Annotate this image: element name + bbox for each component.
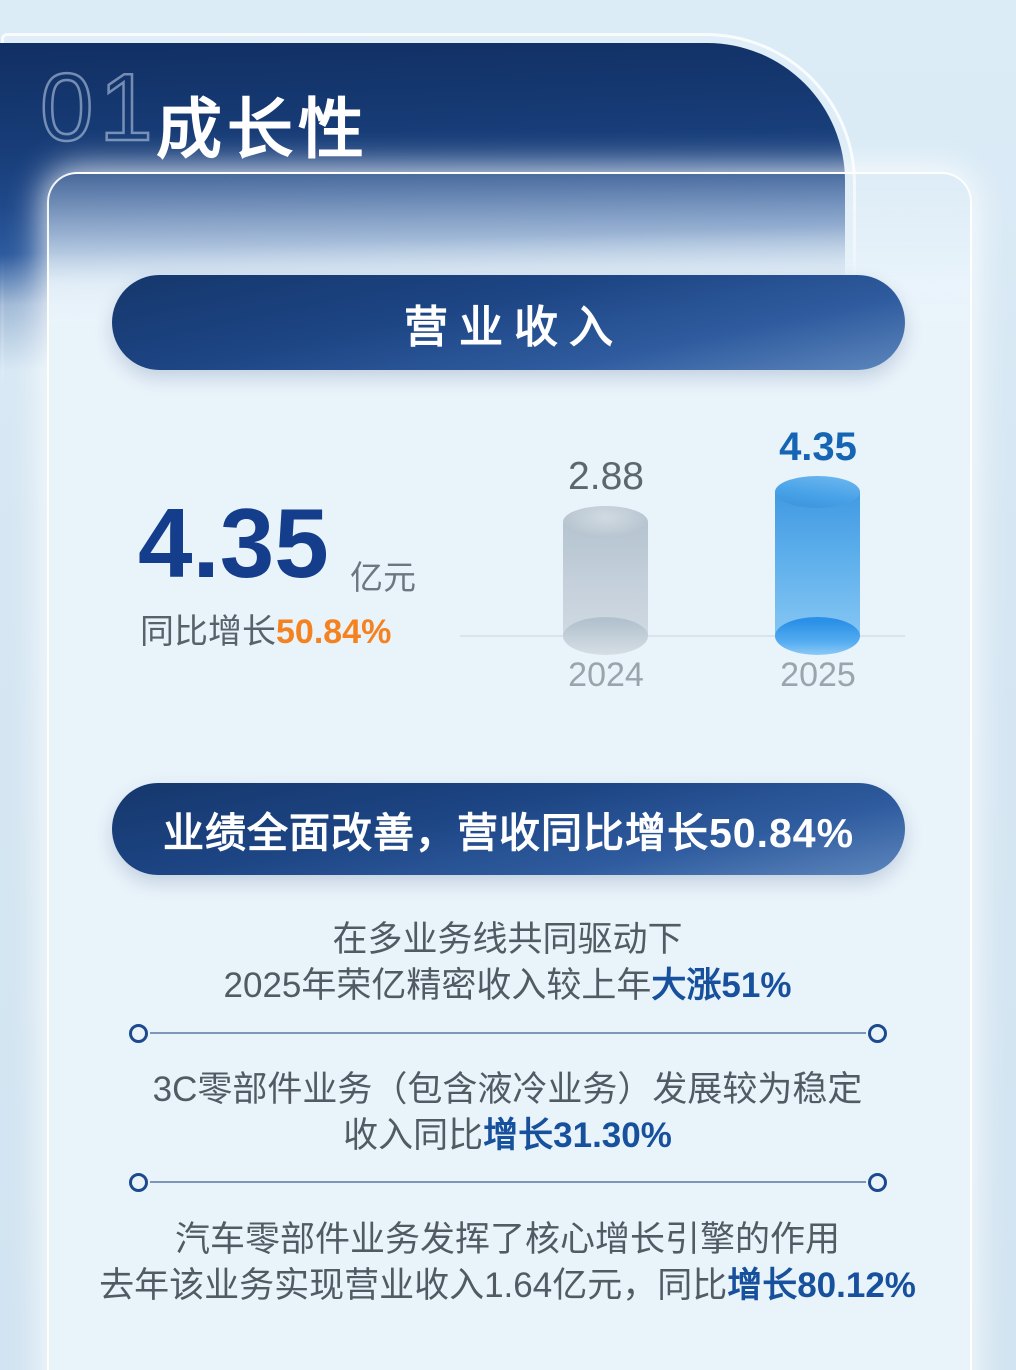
revenue-banner-label: 营业收入 <box>404 302 624 352</box>
divider <box>129 1023 887 1043</box>
divider-endpoint-circle <box>868 1172 887 1192</box>
bar-cylinder-2025-top-cap <box>775 476 860 508</box>
section-line: 汽车零部件业务发挥了核心增长引擎的作用 <box>174 1220 840 1259</box>
divider-endpoint-circle <box>868 1023 887 1043</box>
section-block-auto: 汽车零部件业务发挥了核心增长引擎的作用 去年该业务实现营业收入1.64亿元，同比… <box>47 1217 968 1309</box>
content-card <box>47 172 972 1370</box>
divider-line <box>150 1181 866 1183</box>
section-line: 3C零部件业务（包含液冷业务）发展较为稳定 <box>152 1070 863 1109</box>
divider-endpoint-circle <box>129 1172 148 1192</box>
section-line: 收入同比增长31.30% <box>343 1116 672 1155</box>
bar-category-2024: 2024 <box>568 656 644 694</box>
divider <box>129 1172 887 1192</box>
highlight-banner: 业绩全面改善，营收同比增长50.84% <box>112 783 905 875</box>
section-number: 01 <box>39 54 159 161</box>
bar-value-2024: 2.88 <box>568 455 644 498</box>
section-block-overall: 在多业务线共同驱动下 2025年荣亿精密收入较上年大涨51% <box>47 917 968 1009</box>
bar-cylinder-2025 <box>775 476 860 655</box>
chart-baseline <box>460 635 905 637</box>
section-line: 2025年荣亿精密收入较上年大涨51% <box>223 966 792 1005</box>
bar-cylinder-2025-bottom-cap <box>775 617 860 655</box>
growth-label: 同比增长 <box>140 613 276 651</box>
divider-endpoint-circle <box>129 1023 148 1043</box>
bar-cylinder-2024 <box>563 506 648 655</box>
growth-value: 50.84% <box>276 613 392 651</box>
revenue-stat-value: 4.35 <box>138 488 329 598</box>
section-block-3c: 3C零部件业务（包含液冷业务）发展较为稳定 收入同比增长31.30% <box>47 1067 968 1159</box>
bar-value-2025: 4.35 <box>779 425 857 469</box>
section-line: 在多业务线共同驱动下 <box>332 920 683 959</box>
revenue-banner: 营业收入 <box>112 275 905 370</box>
revenue-stat-unit: 亿元 <box>350 559 416 596</box>
bar-cylinder-2025-body <box>775 492 860 636</box>
bar-cylinder-2024-bottom-cap <box>563 617 648 655</box>
section-title: 成长性 <box>156 92 369 166</box>
section-line: 去年该业务实现营业收入1.64亿元，同比增长80.12% <box>99 1266 916 1305</box>
highlight-banner-label: 业绩全面改善，营收同比增长50.84% <box>162 810 855 856</box>
bar-category-2025: 2025 <box>780 656 856 694</box>
revenue-growth-line: 同比增长50.84% <box>140 604 391 653</box>
bar-cylinder-2024-top-cap <box>563 506 648 538</box>
divider-line <box>150 1032 866 1034</box>
